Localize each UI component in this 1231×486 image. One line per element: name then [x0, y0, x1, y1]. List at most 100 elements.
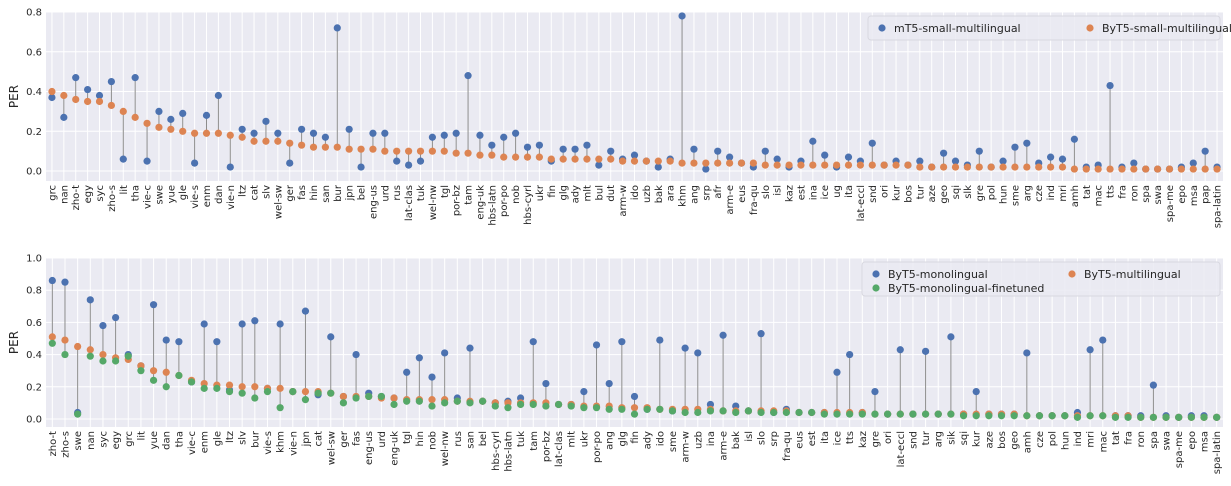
x-tick-label: kur — [972, 430, 983, 447]
data-point — [523, 153, 532, 161]
data-point — [345, 125, 353, 133]
data-point — [72, 74, 80, 82]
data-point — [175, 338, 183, 346]
data-point — [512, 153, 520, 161]
x-tick-label: snd — [868, 185, 879, 203]
chart-bottom-byt5-variants: 0.0 0.2 0.4 0.6 0.8 1.0 PER zho-t zho-s swe nan syc… — [7, 254, 1223, 475]
x-tick-label: fra-qu — [782, 431, 793, 461]
data-point — [286, 139, 294, 147]
data-point — [987, 163, 995, 171]
data-point — [1111, 413, 1120, 421]
data-point — [959, 412, 968, 420]
x-tick-label: por-po — [499, 185, 510, 217]
data-point — [107, 101, 115, 110]
data-point — [761, 161, 769, 169]
x-tick-label: tts — [845, 431, 856, 444]
data-point — [251, 394, 259, 402]
x-tick-label: yue — [166, 185, 177, 203]
x-tick-label: slo — [761, 185, 772, 199]
data-point — [809, 137, 817, 145]
data-point — [238, 133, 246, 141]
x-tick-label: ger — [339, 430, 350, 448]
data-point — [464, 149, 472, 157]
data-point — [393, 147, 401, 155]
x-tick-label: bur — [333, 184, 344, 202]
x-tick-label: hbs-latn — [503, 431, 514, 472]
data-point — [60, 91, 68, 100]
x-tick-label: cat — [250, 185, 261, 201]
data-point — [757, 408, 765, 417]
data-point — [618, 405, 626, 413]
x-tick-label: khm — [678, 185, 689, 207]
data-point — [833, 161, 841, 169]
legend-marker — [878, 24, 886, 32]
data-point — [846, 350, 854, 359]
data-point — [251, 383, 259, 391]
data-point — [997, 412, 1006, 420]
x-tick-label: por-po — [592, 431, 603, 463]
x-tick-label: pap — [1201, 185, 1212, 204]
x-tick-label: wel-nw — [428, 185, 439, 220]
data-point — [916, 157, 924, 165]
data-point — [809, 161, 817, 169]
data-point — [656, 336, 664, 344]
data-point — [466, 344, 474, 352]
x-tick-label: dan — [214, 185, 225, 204]
x-tick-label: wel-sw — [326, 431, 337, 465]
x-tick-label: geo — [939, 185, 950, 204]
data-point — [719, 407, 727, 415]
x-tick-label: ltz — [225, 431, 236, 443]
data-point — [1154, 165, 1162, 173]
x-tick-label: fra-qu — [749, 185, 760, 215]
data-point — [884, 410, 892, 418]
data-point — [48, 93, 56, 102]
x-tick-label: grc — [124, 431, 135, 447]
x-tick-label: gre — [975, 185, 986, 201]
data-point — [868, 139, 876, 147]
x-tick-label: cat — [314, 431, 325, 447]
data-point — [726, 153, 734, 161]
x-tick-label: urd — [380, 185, 391, 202]
x-tick-label: epo — [1187, 431, 1198, 450]
data-point — [681, 408, 689, 417]
x-tick-label: sqi — [951, 185, 962, 199]
data-point — [559, 155, 567, 163]
x-tick-label: eng-us — [364, 431, 375, 465]
x-tick-label: gre — [870, 431, 881, 447]
x-tick-label: zho-t — [48, 431, 59, 456]
y-tick-label: 1.0 — [26, 254, 42, 265]
data-point — [1023, 139, 1031, 147]
x-tick-label: tgl — [440, 185, 451, 198]
x-tick-label: mlt — [582, 185, 593, 202]
data-point — [369, 145, 377, 153]
x-tick-label: swa — [1162, 431, 1173, 451]
data-point — [48, 87, 56, 96]
data-point — [415, 354, 423, 362]
data-point — [1187, 413, 1195, 421]
data-point — [559, 145, 567, 153]
data-point — [333, 143, 341, 151]
data-point — [327, 333, 335, 341]
data-point — [951, 157, 960, 165]
data-point — [909, 410, 917, 418]
x-tick-label: syc — [98, 431, 109, 448]
data-point — [896, 346, 904, 354]
x-tick-label: eng-uk — [475, 185, 486, 220]
data-point — [580, 387, 588, 396]
data-point — [84, 85, 92, 94]
x-tick-label: sme — [1010, 185, 1021, 206]
data-point — [1149, 413, 1157, 421]
data-point — [1177, 165, 1185, 173]
x-tick-label: fin — [630, 431, 641, 444]
x-tick-label: dan — [162, 431, 173, 450]
data-point — [250, 137, 258, 145]
data-point — [48, 333, 56, 341]
data-point — [476, 151, 484, 159]
data-point — [921, 410, 930, 418]
x-tick-label: ang — [689, 185, 700, 204]
data-point — [892, 161, 900, 169]
x-tick-label: hbs-cyrl — [523, 185, 534, 225]
x-tick-label: nob — [428, 431, 439, 450]
data-point — [668, 407, 677, 415]
data-point — [592, 341, 601, 349]
